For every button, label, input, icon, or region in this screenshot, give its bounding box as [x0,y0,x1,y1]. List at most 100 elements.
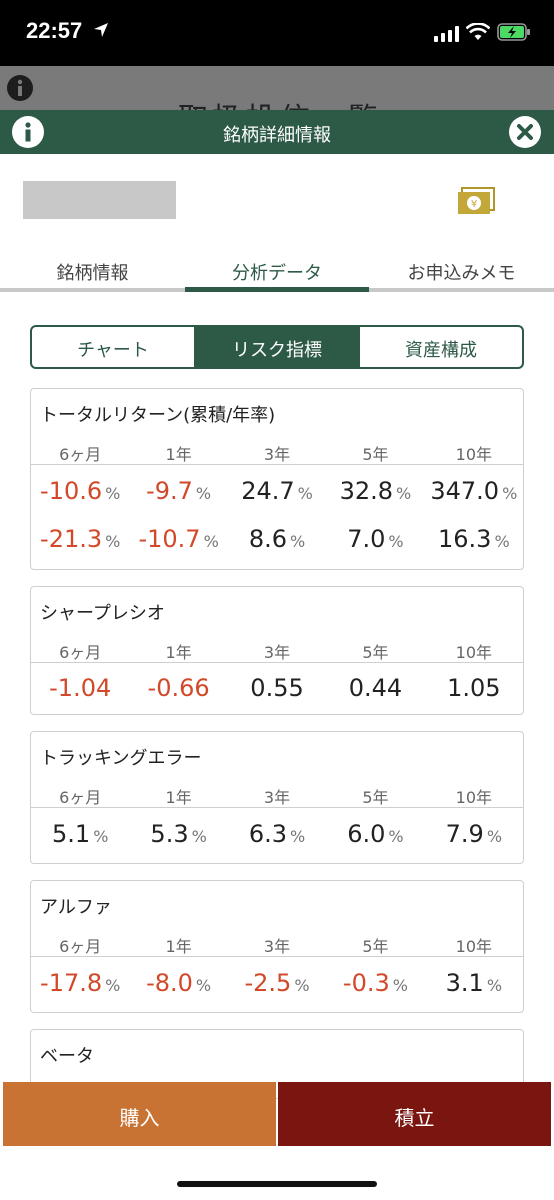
period-header: 6ヶ月 1年 3年 5年 10年 [31,639,523,663]
divider [31,807,523,808]
tab-underline [185,287,369,292]
tab-label: お申込みメモ [407,263,516,284]
value: 6.0 [347,820,386,848]
info-icon[interactable] [11,115,45,153]
background-page-title: 取扱投信一覧 [178,94,382,110]
percent-unit: % [191,827,207,846]
percent-unit: % [195,484,212,503]
tracking-error-values-row: 5.1% 5.3% 6.3% 6.0% 7.9% [31,820,523,848]
tab-underline [0,288,185,292]
period-label: 5年 [362,445,389,464]
card-title: トラッキングエラー [40,748,202,769]
value: 24.7 [241,477,295,505]
period-label: 3年 [263,788,291,807]
percent-unit: % [502,484,518,503]
period-label: 1年 [165,788,192,807]
period-label: 3年 [263,937,291,956]
status-time: 22:57 [26,18,83,43]
buy-button[interactable]: 購入 [3,1082,276,1146]
tab-analysis-data[interactable]: 分析データ [185,250,369,292]
sharpe-values-row: -1.04 -0.66 0.55 0.44 1.05 [31,674,523,702]
tab-label: 銘柄情報 [56,263,129,284]
yen-banknote-icon: ¥ [456,186,496,222]
period-header: 6ヶ月 1年 3年 5年 10年 [31,933,523,957]
close-icon[interactable] [508,115,542,153]
value: -0.66 [147,674,210,702]
period-header: 6ヶ月 1年 3年 5年 10年 [31,784,523,808]
period-label: 5年 [362,788,389,807]
tab-underline [369,288,554,292]
period-label: 1年 [165,643,192,662]
card-title: トータルリターン(累積/年率) [40,405,276,426]
status-bar: 22:57 [0,0,554,66]
period-label: 6ヶ月 [59,445,102,464]
sharpe-ratio-card: シャープレシオ 6ヶ月 1年 3年 5年 10年 -1.04 -0.66 0.5… [30,586,524,715]
cellular-signal-icon [434,26,460,46]
percent-unit: % [486,976,503,995]
annualized-return-row: -21.3% -10.7% 8.6% 7.0% 16.3% [31,525,523,553]
bottom-safe-area [0,1146,554,1200]
value: 0.55 [250,674,304,702]
value: 8.6 [248,525,287,553]
tab-label: 分析データ [232,263,322,284]
modal-title: 銘柄詳細情報 [223,125,331,146]
background-page-header: 取扱投信一覧 [0,66,554,110]
alpha-values-row: -17.8% -8.0% -2.5% -0.3% 3.1% [31,969,523,997]
value: 0.44 [348,674,403,702]
tab-fund-info[interactable]: 銘柄情報 [0,250,185,292]
value: 347.0 [430,477,500,505]
percent-unit: % [203,532,219,551]
period-label: 5年 [362,643,389,662]
percent-unit: % [396,484,412,503]
battery-charging-icon [497,23,531,45]
segment-chart[interactable]: チャート [32,327,196,367]
percent-unit: % [297,484,313,503]
main-tabs: 銘柄情報 分析データ お申込みメモ [0,250,554,292]
card-title: シャープレシオ [40,603,165,624]
card-title: ベータ [40,1046,94,1067]
fund-name-redacted [23,181,176,219]
period-label: 1年 [165,937,192,956]
period-label: 3年 [263,445,291,464]
period-label: 6ヶ月 [59,788,102,807]
divider [31,662,523,663]
percent-unit: % [93,827,109,846]
value: -2.5 [244,969,292,997]
tab-application-memo[interactable]: お申込みメモ [369,250,554,292]
percent-unit: % [105,532,121,551]
period-label: 10年 [455,643,493,662]
period-label: 6ヶ月 [59,643,102,662]
value: 16.3 [438,525,492,553]
segment-risk-indicators[interactable]: リスク指標 [196,327,360,367]
period-label: 10年 [455,937,493,956]
value: 32.8 [339,477,394,505]
value: -10.6 [40,477,103,505]
divider [31,464,523,465]
period-label: 3年 [263,643,291,662]
svg-text:¥: ¥ [471,199,477,210]
value: 6.3 [248,820,287,848]
home-indicator[interactable] [177,1181,377,1187]
card-title: アルファ [40,897,112,918]
divider [31,956,523,957]
accumulate-button[interactable]: 積立 [278,1082,551,1146]
tracking-error-card: トラッキングエラー 6ヶ月 1年 3年 5年 10年 5.1% 5.3% 6.3… [30,731,524,864]
value: -0.3 [342,969,390,997]
value: 5.3 [150,820,189,848]
percent-unit: % [290,532,306,551]
location-arrow-icon [93,22,109,42]
period-header: 6ヶ月 1年 3年 5年 10年 [31,441,523,465]
percent-unit: % [388,827,404,846]
total-return-card: トータルリターン(累積/年率) 6ヶ月 1年 3年 5年 10年 -10.6% … [30,388,524,570]
period-label: 6ヶ月 [59,937,102,956]
value: -8.0 [146,969,193,997]
percent-unit: % [195,976,212,995]
value: 3.1 [445,969,484,997]
value: -9.7 [146,477,193,505]
value: -17.8 [40,969,103,997]
value: -10.7 [138,525,201,553]
value: -1.04 [49,674,112,702]
segment-asset-composition[interactable]: 資産構成 [405,340,477,361]
value: -21.3 [40,525,103,553]
period-label: 1年 [165,445,192,464]
